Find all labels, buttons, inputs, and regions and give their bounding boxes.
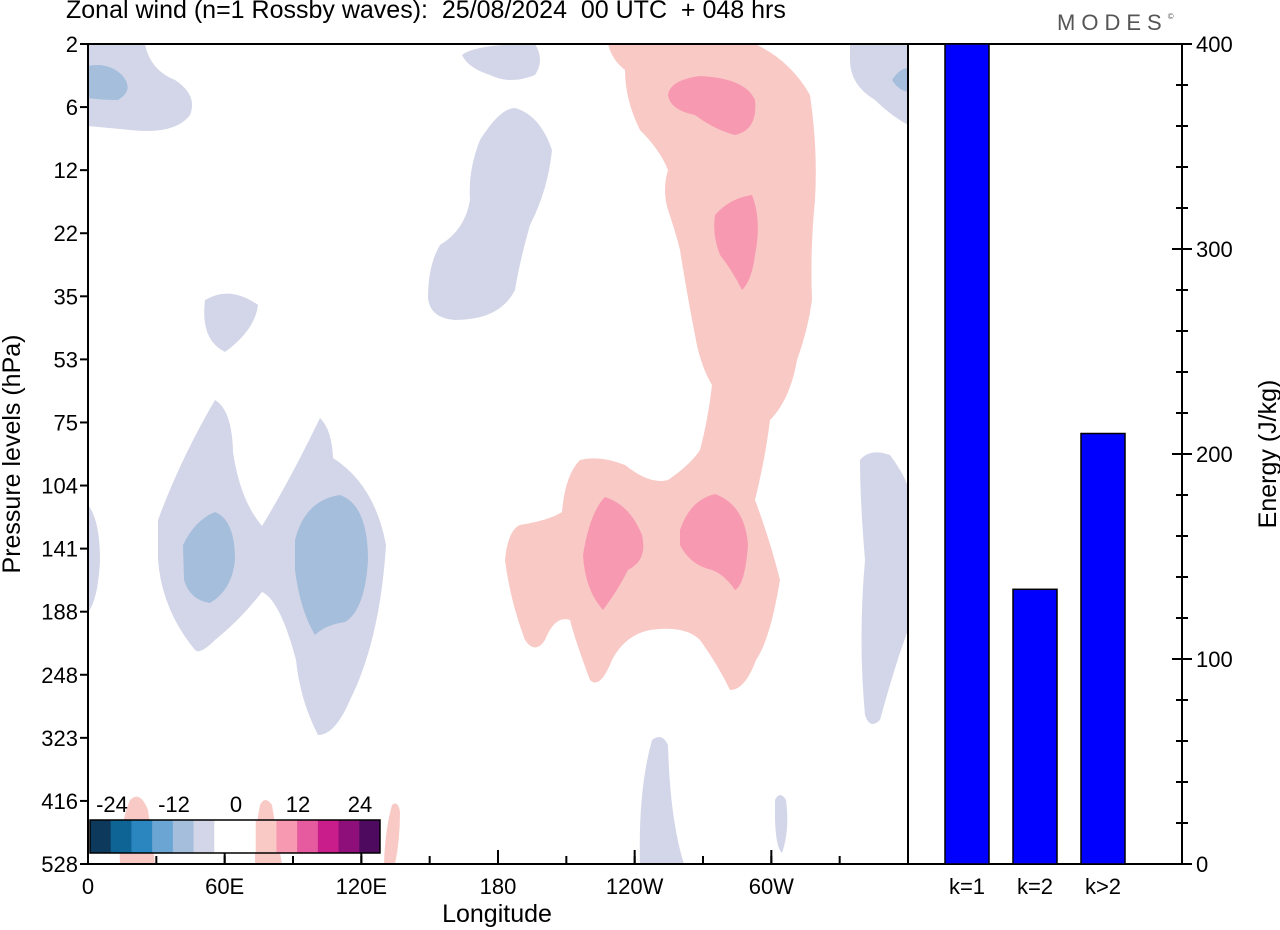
- neg-region-lower-right: [775, 795, 788, 853]
- y-tick-label: 53: [54, 347, 78, 372]
- y-tick-label: 6: [66, 95, 78, 120]
- colorbar-swatch: [152, 820, 174, 853]
- logo-mark: ©: [1167, 12, 1174, 21]
- energy-tick-label: 200: [1196, 442, 1233, 467]
- x-tick-label: 120W: [606, 874, 664, 899]
- colorbar-swatch: [193, 820, 215, 853]
- pressure-axis: 2 6 12 22 35 53 75 104 141 188 248 323 416 528: [41, 32, 88, 877]
- neg-cell-top-left: [88, 65, 128, 100]
- y-tick-label: 2: [66, 32, 78, 57]
- neg-cell-top-right: [892, 68, 908, 92]
- colorbar-swatch: [359, 820, 381, 853]
- y-tick-label: 22: [54, 221, 78, 246]
- colorbar-swatch: [172, 820, 195, 853]
- neg-region-stratosphere: [428, 108, 552, 320]
- colorbar-swatch: [317, 820, 340, 853]
- x-tick-label: 60W: [749, 874, 794, 899]
- energy-tick-label: 100: [1196, 647, 1233, 672]
- y-tick-label: 12: [54, 158, 78, 183]
- neg-region-small-cell: [204, 293, 258, 352]
- colorbar-label: -24: [96, 792, 128, 817]
- x-tick-label: 120E: [336, 874, 387, 899]
- colorbar-swatch: [214, 820, 236, 853]
- pos-region-bottom-c: [384, 803, 400, 864]
- moderate-negative-regions: [88, 65, 908, 635]
- colorbar-swatch: [110, 820, 132, 853]
- bar-category-labels: k=1 k=2 k>2: [949, 874, 1121, 899]
- colorbar-label: 24: [348, 792, 372, 817]
- energy-bar-chart: 0 100 200 300 400 k=1 k=2 k>2 Energy (J/kg): [907, 32, 1280, 899]
- y-tick-label: 141: [41, 537, 78, 562]
- y-tick-label: 416: [41, 789, 78, 814]
- energy-axis: 0 100 200 300 400: [1172, 32, 1233, 877]
- bar-category-label: k=1: [949, 874, 985, 899]
- y-tick-label: 188: [41, 600, 78, 625]
- y-axis-label: Pressure levels (hPa): [0, 335, 26, 574]
- modes-logo: MODES©: [1057, 10, 1174, 36]
- chart-title: Zonal wind (n=1 Rossby waves): 25/08/202…: [66, 0, 786, 24]
- energy-tick-label: 400: [1196, 32, 1233, 57]
- contour-plot: 2 6 12 22 35 53 75 104 141 188 248 323 416 528 0 60E 12…: [0, 32, 909, 928]
- colorbar-swatch: [338, 820, 360, 853]
- y-tick-label: 323: [41, 726, 78, 751]
- y-tick-label: 104: [41, 474, 78, 499]
- energy-tick-label: 0: [1196, 852, 1208, 877]
- neg-region-top-mid: [462, 44, 540, 80]
- colorbar-label: 12: [286, 792, 310, 817]
- bar-category-label: k=2: [1017, 874, 1053, 899]
- neg-region-top-left: [88, 44, 193, 131]
- x-tick-label: 180: [480, 874, 517, 899]
- energy-tick-label: 300: [1196, 237, 1233, 262]
- pos-cell-22hpa: [714, 195, 758, 290]
- pos-cell-141-east: [680, 494, 748, 590]
- pos-cell-141-west: [583, 497, 644, 610]
- energy-axis-label: Energy (J/kg): [1254, 380, 1280, 529]
- energy-bar: [944, 43, 990, 865]
- longitude-axis: 0 60E 120E 180 120W 60W: [82, 850, 841, 899]
- neg-region-lower-left: [158, 400, 386, 735]
- colorbar: -24 -12 0 12 24: [89, 792, 381, 854]
- logo-text: MODES: [1057, 10, 1168, 35]
- neg-region-right-edge: [860, 452, 908, 724]
- neg-region-top-right: [850, 44, 908, 125]
- colorbar-swatch: [90, 820, 112, 853]
- colorbar-swatch: [235, 820, 257, 853]
- colorbar-swatch: [297, 820, 319, 853]
- neg-cell-110e: [295, 495, 368, 635]
- pos-cell-upper: [668, 76, 756, 135]
- neg-region-lower-mid: [639, 736, 684, 864]
- y-tick-label: 528: [41, 852, 78, 877]
- bar-category-label: k>2: [1085, 874, 1121, 899]
- colorbar-swatch: [276, 820, 298, 853]
- y-tick-label: 248: [41, 663, 78, 688]
- x-tick-label: 60E: [205, 874, 244, 899]
- neg-cell-60e: [183, 512, 235, 603]
- energy-bar: [1012, 588, 1058, 865]
- colorbar-frame: [89, 819, 381, 854]
- colorbar-swatch: [255, 820, 277, 853]
- neg-region-left-edge: [88, 505, 100, 612]
- energy-bar: [1080, 432, 1126, 865]
- y-tick-label: 75: [54, 410, 78, 435]
- x-axis-label: Longitude: [442, 900, 552, 928]
- bars: [944, 43, 1126, 865]
- colorbar-label: -12: [158, 792, 190, 817]
- moderate-positive-regions: [583, 76, 758, 610]
- y-tick-label: 35: [54, 284, 78, 309]
- colorbar-label: 0: [230, 792, 242, 817]
- x-tick-label: 0: [82, 874, 94, 899]
- weak-negative-regions: [88, 44, 908, 864]
- colorbar-swatch: [131, 820, 153, 853]
